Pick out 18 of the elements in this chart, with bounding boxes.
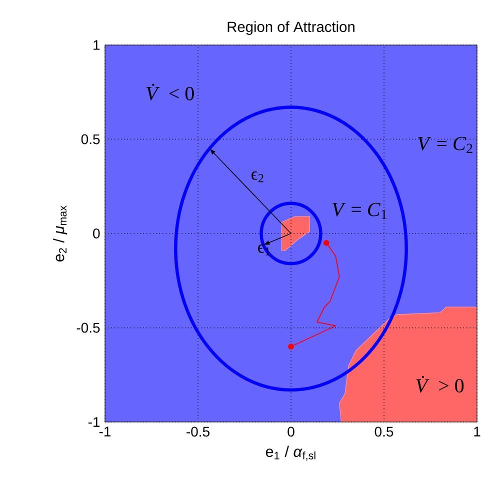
annotation: V = C$_{1}$ <box>332 202 387 219</box>
y-tick-label: 0 <box>93 228 100 238</box>
annotation: V̇ > 0 <box>416 376 464 393</box>
x-tick-label: 1 <box>474 426 480 436</box>
y-axis-title: e$_{2}$ / μ$_{max}$ <box>52 206 68 262</box>
y-tick-label: 0.5 <box>81 134 100 144</box>
chart-title: Region of Attraction <box>228 21 354 35</box>
x-tick-label: 0.5 <box>374 426 394 437</box>
x-tick-label: 0 <box>288 426 294 437</box>
annotation: ϵ$_{2}$ <box>252 171 264 182</box>
x-axis-title: e$_{1}$ / α$_{f,sl}$ <box>266 446 316 461</box>
annotation: V̇ < 0 <box>146 84 194 100</box>
y-tick-label: -1 <box>88 417 100 427</box>
y-tick-label: -0.5 <box>76 322 100 333</box>
annotation: ϵ$_{1}$ <box>258 244 270 256</box>
annotation: V = C$_{2}$ <box>418 136 472 153</box>
y-tick-label: 1 <box>94 40 100 50</box>
x-tick-label: -0.5 <box>186 426 210 437</box>
